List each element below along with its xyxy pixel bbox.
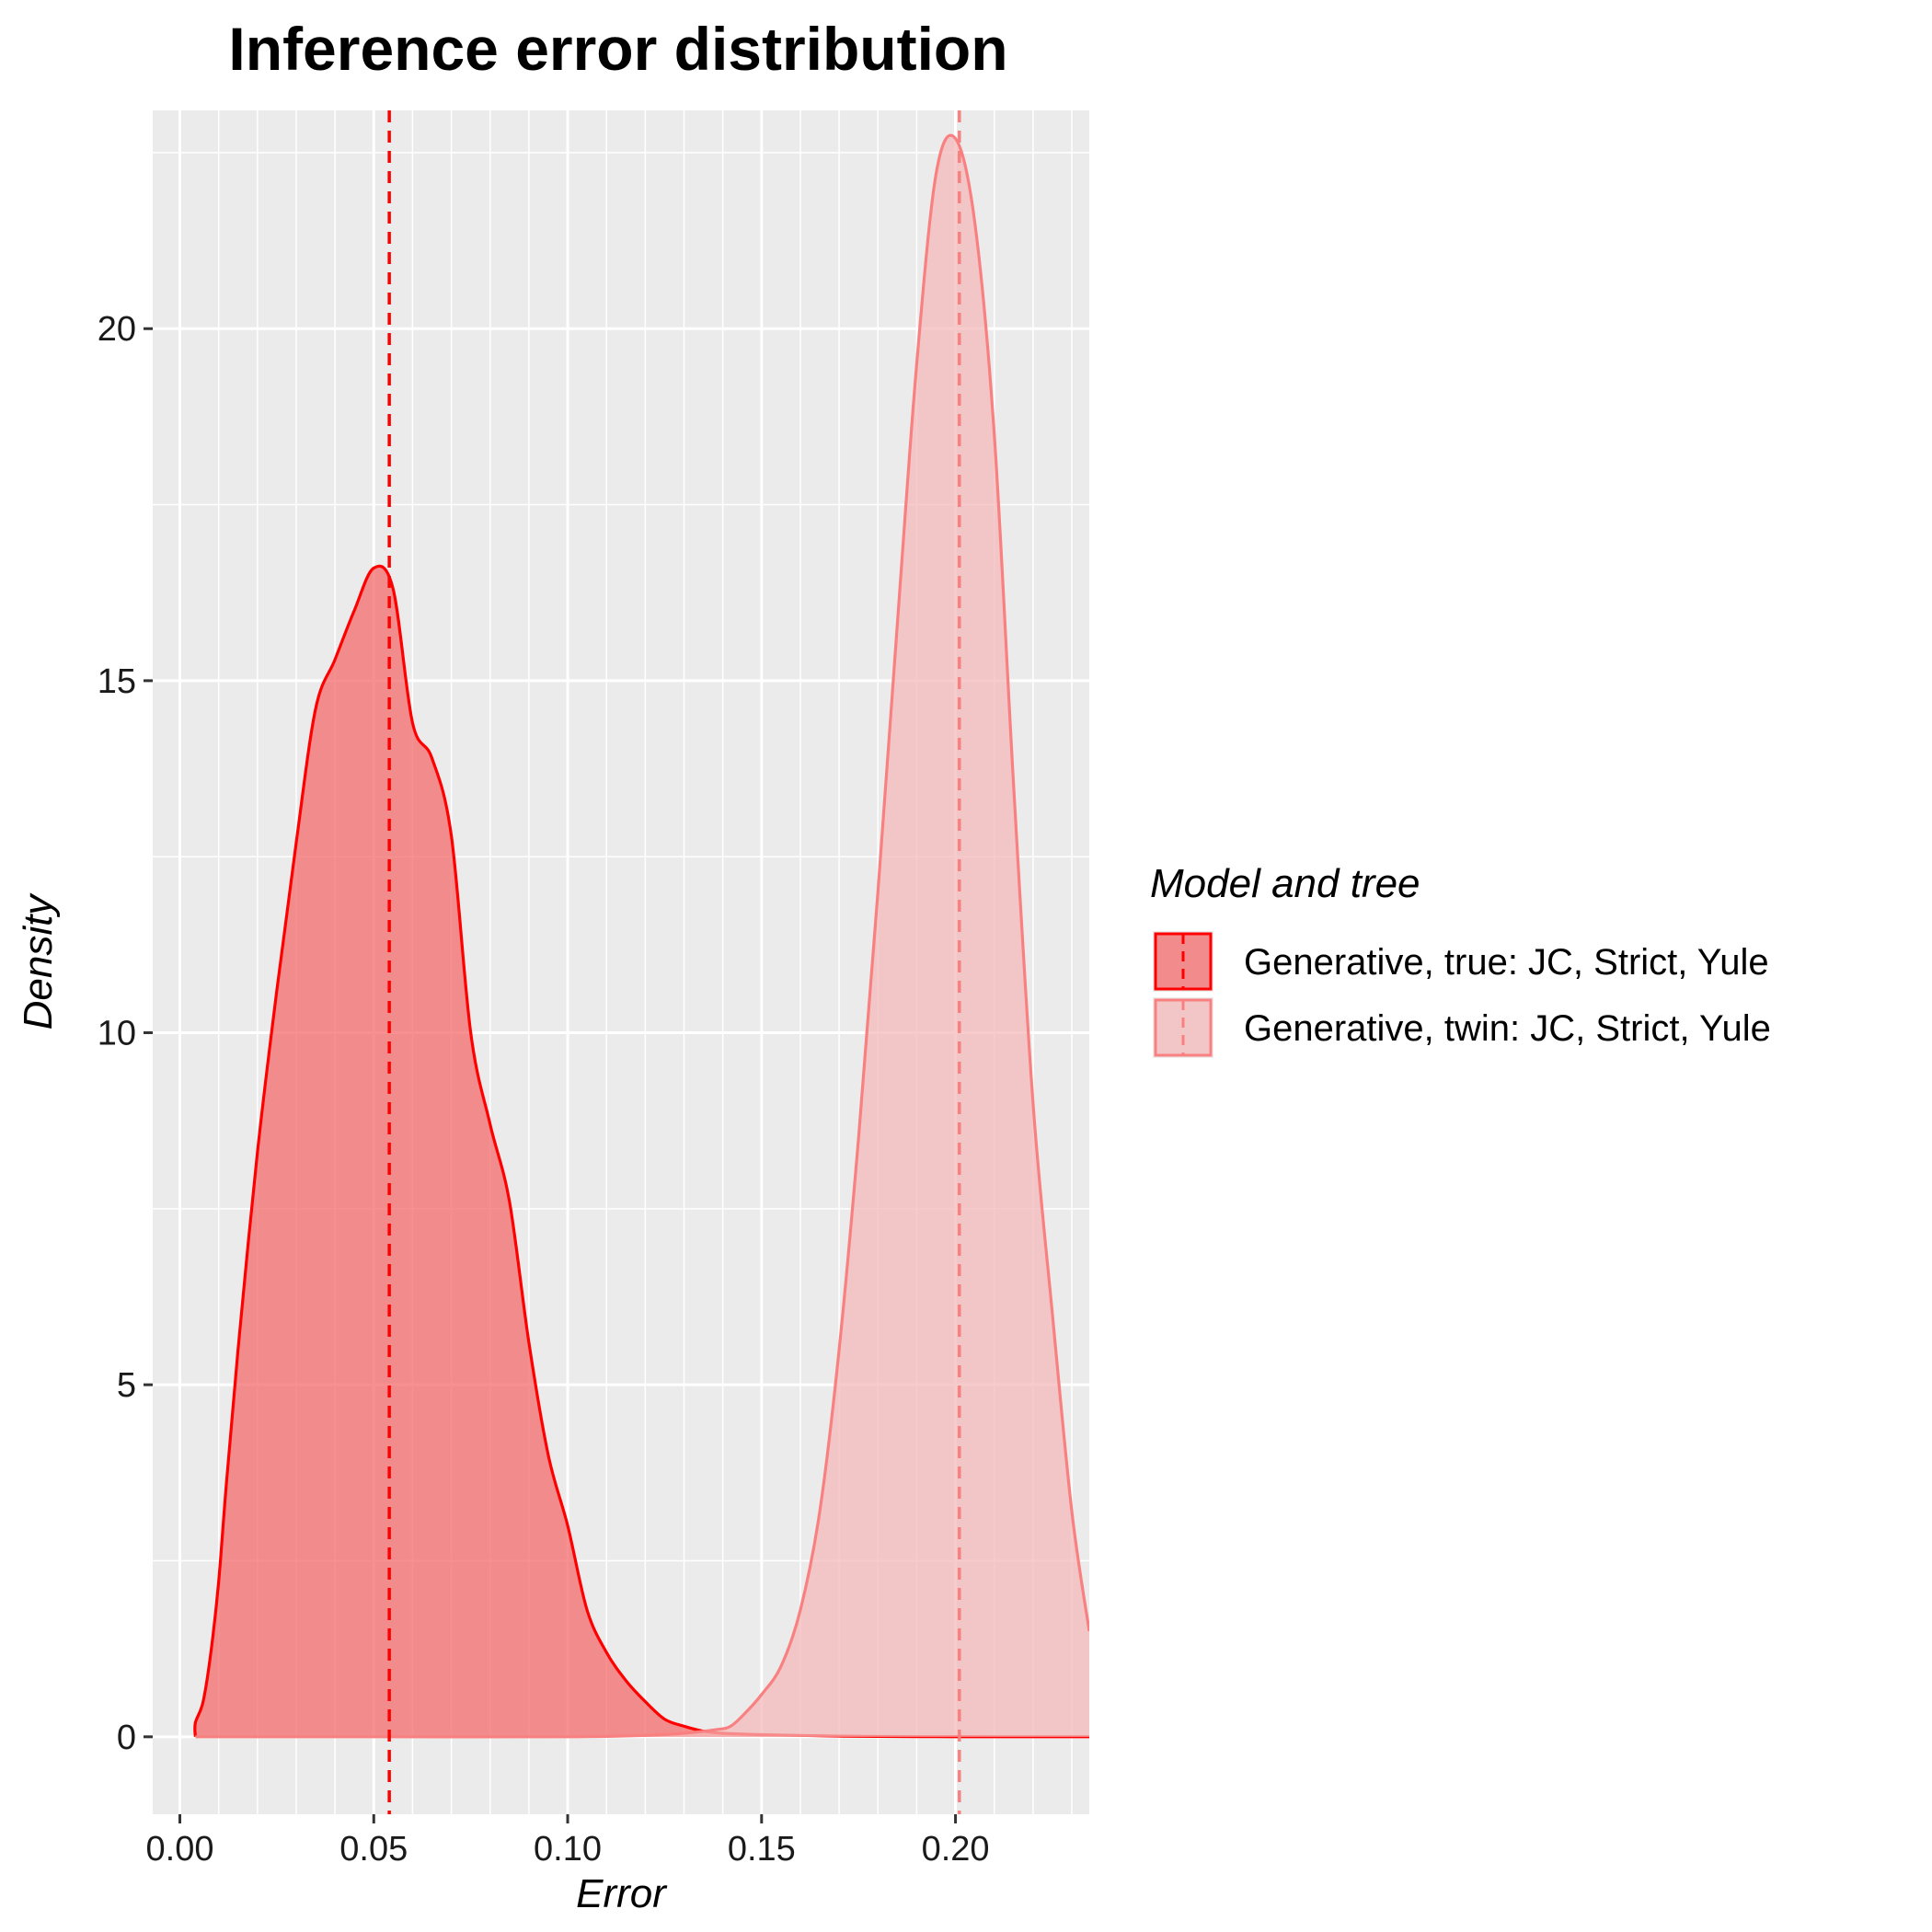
legend-label: Generative, twin: JC, Strict, Yule <box>1244 1008 1771 1049</box>
y-tick-label: 5 <box>117 1366 136 1405</box>
x-tick-label: 0.20 <box>922 1830 990 1869</box>
legend-label: Generative, true: JC, Strict, Yule <box>1244 942 1769 983</box>
density-area-true-fill <box>194 566 1089 1737</box>
legend-item: Generative, true: JC, Strict, Yule <box>1153 931 1769 992</box>
density-layer <box>193 133 1089 1739</box>
y-tick-label: 15 <box>98 662 136 701</box>
x-axis-title: Error <box>576 1871 668 1916</box>
density-area-twin-curve <box>195 133 1089 1739</box>
x-tick-label: 0.00 <box>146 1830 214 1869</box>
x-tick-label: 0.10 <box>534 1830 602 1869</box>
x-tick-label: 0.05 <box>339 1830 408 1869</box>
legend: Model and tree Generative, true: JC, Str… <box>1150 861 1771 1058</box>
y-axis-title: Density <box>16 892 61 1030</box>
y-tick-label: 20 <box>98 310 136 349</box>
legend-title: Model and tree <box>1150 861 1420 906</box>
legend-items: Generative, true: JC, Strict, Yule Genera… <box>1153 931 1771 1058</box>
y-axis: 0 5 10 15 20 <box>98 310 153 1757</box>
legend-item: Generative, twin: JC, Strict, Yule <box>1153 997 1771 1058</box>
chart-title: Inference error distribution <box>228 15 1007 83</box>
x-axis: 0.00 0.05 0.10 0.15 0.20 <box>146 1814 990 1869</box>
x-tick-label: 0.15 <box>728 1830 796 1869</box>
y-tick-label: 0 <box>117 1719 136 1757</box>
density-area-twin-fill <box>195 135 1089 1737</box>
mean-line-layer <box>387 110 961 1814</box>
y-tick-label: 10 <box>98 1015 136 1053</box>
